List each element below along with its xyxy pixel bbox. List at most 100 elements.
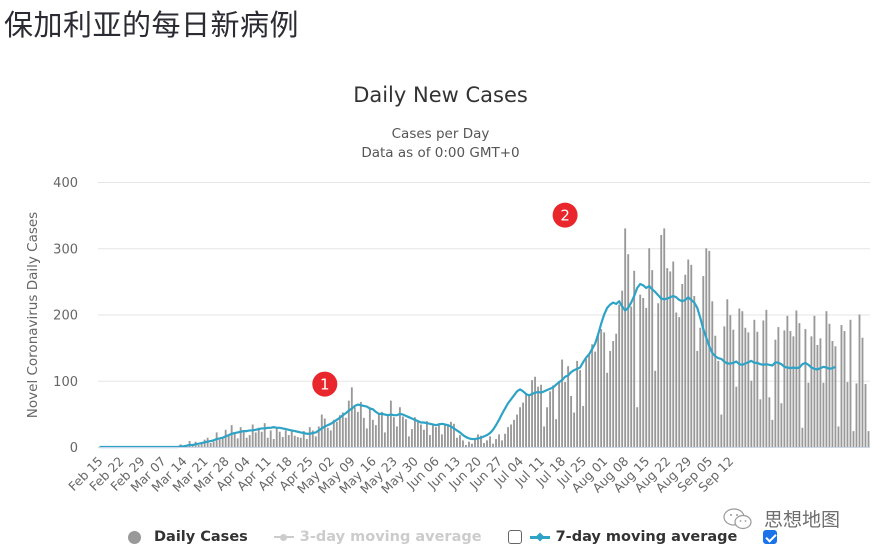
bar[interactable] bbox=[774, 339, 777, 447]
bar[interactable] bbox=[588, 354, 591, 447]
bar[interactable] bbox=[510, 424, 512, 447]
bar[interactable] bbox=[221, 437, 224, 447]
bar[interactable] bbox=[777, 327, 780, 447]
bar[interactable] bbox=[197, 445, 200, 447]
bar[interactable] bbox=[654, 370, 657, 447]
bar[interactable] bbox=[383, 432, 386, 447]
bar[interactable] bbox=[516, 414, 518, 447]
bar[interactable] bbox=[359, 401, 362, 447]
bar[interactable] bbox=[693, 295, 696, 447]
bar[interactable] bbox=[582, 405, 585, 447]
bar[interactable] bbox=[456, 437, 458, 447]
bar[interactable] bbox=[308, 427, 311, 448]
bar[interactable] bbox=[711, 301, 714, 447]
bar[interactable] bbox=[648, 248, 651, 447]
bar[interactable] bbox=[486, 440, 488, 448]
bar[interactable] bbox=[573, 412, 576, 447]
bar[interactable] bbox=[404, 419, 407, 447]
bar[interactable] bbox=[579, 370, 582, 447]
bar[interactable] bbox=[368, 407, 371, 447]
bar[interactable] bbox=[212, 441, 215, 447]
bar[interactable] bbox=[765, 309, 768, 447]
bar[interactable] bbox=[642, 297, 645, 447]
bar[interactable] bbox=[365, 428, 368, 447]
bar[interactable] bbox=[432, 425, 434, 447]
bar[interactable] bbox=[356, 411, 359, 447]
bar[interactable] bbox=[450, 421, 452, 447]
bar[interactable] bbox=[534, 376, 536, 447]
bar[interactable] bbox=[597, 333, 600, 447]
bar[interactable] bbox=[489, 436, 491, 447]
bar[interactable] bbox=[254, 432, 257, 447]
bar[interactable] bbox=[681, 284, 684, 447]
bar[interactable] bbox=[281, 437, 284, 447]
bar[interactable] bbox=[317, 426, 320, 447]
bar[interactable] bbox=[278, 431, 281, 447]
bar[interactable] bbox=[362, 417, 365, 447]
bar[interactable] bbox=[338, 415, 341, 447]
bar[interactable] bbox=[738, 308, 741, 447]
bar[interactable] bbox=[840, 325, 843, 447]
bar[interactable] bbox=[392, 417, 395, 447]
bar[interactable] bbox=[239, 427, 242, 448]
bar[interactable] bbox=[302, 431, 305, 447]
bar[interactable] bbox=[287, 435, 290, 447]
bar[interactable] bbox=[471, 443, 473, 447]
bar[interactable] bbox=[441, 434, 443, 447]
bar[interactable] bbox=[296, 437, 299, 447]
bar[interactable] bbox=[224, 429, 227, 447]
bar[interactable] bbox=[435, 427, 437, 448]
bar[interactable] bbox=[218, 439, 221, 447]
bar[interactable] bbox=[666, 268, 669, 448]
bar[interactable] bbox=[275, 427, 278, 448]
bar[interactable] bbox=[576, 360, 579, 448]
bar[interactable] bbox=[849, 319, 852, 447]
bar[interactable] bbox=[341, 412, 344, 447]
bar[interactable] bbox=[380, 411, 383, 447]
bar[interactable] bbox=[864, 384, 867, 447]
ma7-checkbox[interactable] bbox=[763, 530, 778, 544]
bar[interactable] bbox=[735, 386, 738, 447]
bar[interactable] bbox=[585, 358, 588, 447]
bar[interactable] bbox=[747, 332, 750, 447]
bar[interactable] bbox=[744, 327, 747, 447]
bar[interactable] bbox=[374, 425, 377, 447]
bar[interactable] bbox=[314, 436, 317, 447]
bar[interactable] bbox=[591, 344, 594, 447]
bar[interactable] bbox=[798, 323, 801, 447]
bar[interactable] bbox=[780, 403, 783, 447]
bar[interactable] bbox=[855, 383, 858, 447]
bar[interactable] bbox=[248, 435, 251, 447]
bar[interactable] bbox=[726, 299, 729, 447]
bar[interactable] bbox=[347, 400, 350, 448]
bar[interactable] bbox=[594, 351, 597, 447]
bar[interactable] bbox=[645, 307, 648, 448]
bar[interactable] bbox=[263, 423, 266, 447]
bar[interactable] bbox=[627, 254, 630, 447]
bar[interactable] bbox=[269, 430, 272, 447]
bar[interactable] bbox=[233, 432, 236, 447]
bar[interactable] bbox=[837, 426, 840, 447]
bar[interactable] bbox=[323, 418, 326, 447]
bar[interactable] bbox=[398, 407, 401, 447]
bar[interactable] bbox=[320, 414, 323, 447]
bar[interactable] bbox=[419, 424, 422, 447]
legend-item-3day-ma[interactable]: 3-day moving average bbox=[273, 529, 482, 545]
bar[interactable] bbox=[329, 430, 332, 447]
bar[interactable] bbox=[528, 394, 530, 447]
bar[interactable] bbox=[305, 439, 308, 447]
bar[interactable] bbox=[299, 437, 302, 447]
legend-item-daily-cases[interactable]: Daily Cases bbox=[128, 529, 248, 545]
bar[interactable] bbox=[260, 431, 263, 447]
bar[interactable] bbox=[492, 443, 494, 447]
bar[interactable] bbox=[425, 421, 428, 447]
bar[interactable] bbox=[429, 435, 431, 447]
bar[interactable] bbox=[561, 359, 564, 447]
bar[interactable] bbox=[438, 423, 440, 447]
ma7-line[interactable] bbox=[99, 282, 836, 449]
bar[interactable] bbox=[537, 386, 539, 447]
bar[interactable] bbox=[753, 319, 756, 447]
bar[interactable] bbox=[513, 419, 515, 447]
bar[interactable] bbox=[822, 382, 825, 447]
bar[interactable] bbox=[447, 425, 449, 447]
